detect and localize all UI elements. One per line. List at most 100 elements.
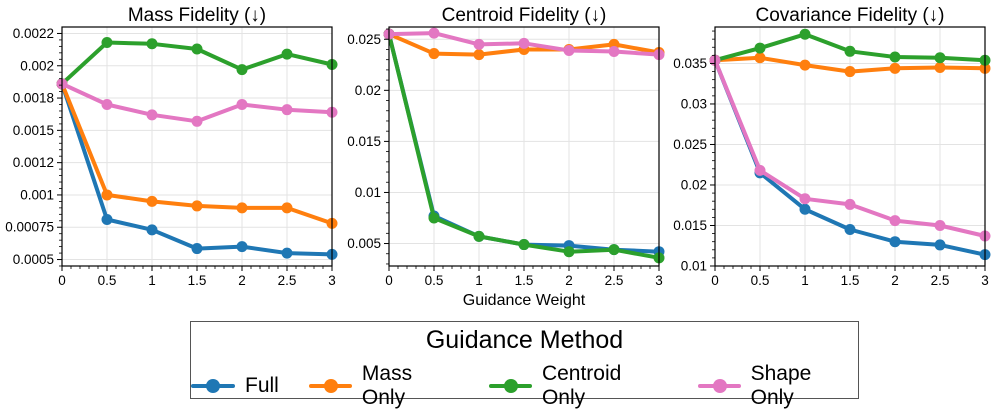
centroid-fidelity-x-tick-label: 1.5 <box>515 273 534 288</box>
mass-fidelity-point-shape-only <box>101 99 113 111</box>
covariance-fidelity-x-tick-label: 0 <box>711 273 719 288</box>
mass-fidelity-y-tick-label: 0.0012 <box>13 155 54 170</box>
covariance-fidelity-point-mass-only <box>889 62 901 74</box>
mass-fidelity-y-tick-label: 0.002 <box>20 58 54 73</box>
mass-fidelity-point-full <box>146 224 158 236</box>
mass-fidelity-x-tick-label: 2 <box>238 273 246 288</box>
centroid-fidelity-x-axis-label: Guidance Weight <box>463 292 586 309</box>
mass-fidelity-y-tick-label: 0.0018 <box>13 91 54 106</box>
covariance-fidelity-point-shape-only <box>934 219 946 231</box>
covariance-fidelity-y-tick-label: 0.025 <box>673 137 707 152</box>
mass-fidelity-x-tick-label: 2.5 <box>278 273 297 288</box>
mass-fidelity-point-centroid-only <box>146 38 158 50</box>
covariance-fidelity-y-tick-label: 0.015 <box>673 218 707 233</box>
legend-swatch-mass-only <box>308 377 352 395</box>
mass-fidelity-x-tick-label: 0 <box>58 273 66 288</box>
mass-fidelity-point-centroid-only <box>281 48 293 60</box>
mass-fidelity-x-tick-label: 0.5 <box>98 273 117 288</box>
covariance-fidelity-x-tick-label: 1 <box>801 273 809 288</box>
centroid-fidelity-point-centroid-only <box>563 246 575 258</box>
centroid-fidelity-x-tick-label: 1 <box>475 273 483 288</box>
centroid-fidelity-point-centroid-only <box>608 244 620 256</box>
covariance-fidelity-point-centroid-only <box>844 45 856 57</box>
legend-label-mass-only: Mass Only <box>361 362 413 409</box>
covariance-fidelity-point-full <box>889 236 901 248</box>
mass-fidelity-point-centroid-only <box>191 43 203 55</box>
legend: Guidance Method Full Mass Only Centroid … <box>190 321 859 409</box>
mass-fidelity-x-tick-label: 1.5 <box>188 273 207 288</box>
legend-title: Guidance Method <box>425 326 624 354</box>
centroid-fidelity-x-tick-label: 2 <box>565 273 573 288</box>
covariance-fidelity-point-shape-only <box>844 198 856 210</box>
covariance-fidelity-point-shape-only <box>754 164 766 176</box>
mass-fidelity-y-tick-label: 0.0022 <box>13 26 54 41</box>
covariance-fidelity-point-full <box>799 203 811 215</box>
covariance-fidelity-point-centroid-only <box>889 51 901 63</box>
centroid-fidelity-x-tick-label: 3 <box>655 273 663 288</box>
mass-fidelity-y-tick-label: 0.0005 <box>13 252 54 267</box>
covariance-fidelity-x-tick-label: 3 <box>981 273 989 288</box>
mass-fidelity-point-shape-only <box>281 104 293 116</box>
legend-label-shape-only: Shape Only <box>750 362 812 409</box>
centroid-fidelity-y-tick-label: 0.005 <box>347 236 381 251</box>
covariance-fidelity-point-full <box>934 239 946 251</box>
covariance-fidelity-chart: 0 0.5 1 1.5 2 2.5 3 0.01 0.015 0.02 0.025 0.03 0.035… <box>673 5 991 288</box>
centroid-fidelity-chart: 0 0.5 1 1.5 2 2.5 3 0.005 0.01 0.015 0.02 0.025 Cent… <box>347 5 665 309</box>
legend-entry-shape-only: Shape Only <box>697 362 858 410</box>
covariance-fidelity-point-mass-only <box>799 59 811 71</box>
covariance-fidelity-x-tick-label: 1.5 <box>841 273 860 288</box>
centroid-fidelity-point-centroid-only <box>473 230 485 242</box>
mass-fidelity-x-tick-label: 1 <box>148 273 156 288</box>
mass-fidelity-point-shape-only <box>191 115 203 127</box>
centroid-fidelity-y-tick-label: 0.015 <box>347 134 381 149</box>
covariance-fidelity-y-tick-label: 0.02 <box>681 177 707 192</box>
centroid-fidelity-point-mass-only <box>473 49 485 61</box>
legend-swatch-shape-only <box>697 377 741 395</box>
covariance-fidelity-title: Covariance Fidelity (↓) <box>756 5 945 26</box>
covariance-fidelity-y-tick-label: 0.01 <box>681 259 707 274</box>
mass-fidelity-point-full <box>281 247 293 259</box>
legend-swatch-centroid-only <box>488 377 532 395</box>
centroid-fidelity-point-shape-only <box>428 27 440 39</box>
mass-fidelity-x-tick-label: 3 <box>328 273 336 288</box>
mass-fidelity-series-centroid-only <box>56 37 338 90</box>
covariance-fidelity-point-full <box>844 224 856 236</box>
covariance-fidelity-point-centroid-only <box>799 28 811 40</box>
mass-fidelity-point-full <box>191 243 203 255</box>
mass-fidelity-title: Mass Fidelity (↓) <box>128 5 266 26</box>
legend-entry-full: Full <box>191 362 279 410</box>
legend-swatch-full <box>191 377 235 395</box>
legend-label-full: Full <box>245 374 279 397</box>
covariance-fidelity-point-centroid-only <box>754 42 766 54</box>
covariance-fidelity-point-mass-only <box>754 52 766 64</box>
covariance-fidelity-series-shape-only <box>709 54 991 242</box>
covariance-fidelity-y-tick-label: 0.035 <box>673 56 707 71</box>
centroid-fidelity-point-centroid-only <box>428 212 440 224</box>
covariance-fidelity-point-mass-only <box>844 66 856 78</box>
centroid-fidelity-y-tick-label: 0.02 <box>355 83 381 98</box>
mass-fidelity-point-shape-only <box>236 99 248 111</box>
mass-fidelity-point-centroid-only <box>236 64 248 76</box>
mass-fidelity-chart: 0 0.5 1 1.5 2 2.5 3 0.0005 0.00075 0.001 0.0012 0.0… <box>5 5 338 288</box>
mass-fidelity-point-mass-only <box>281 202 293 214</box>
centroid-fidelity-title: Centroid Fidelity (↓) <box>442 5 607 26</box>
mass-fidelity-point-mass-only <box>101 189 113 201</box>
covariance-fidelity-point-centroid-only <box>934 52 946 64</box>
legend-entry-mass-only: Mass Only <box>308 362 459 410</box>
mass-fidelity-point-centroid-only <box>101 37 113 49</box>
mass-fidelity-point-mass-only <box>146 195 158 207</box>
covariance-fidelity-x-tick-label: 2 <box>891 273 899 288</box>
mass-fidelity-point-mass-only <box>236 202 248 214</box>
covariance-fidelity-y-tick-label: 0.03 <box>681 96 707 111</box>
centroid-fidelity-x-tick-label: 0.5 <box>425 273 444 288</box>
centroid-fidelity-point-shape-only <box>473 38 485 50</box>
mass-fidelity-y-tick-label: 0.00075 <box>5 220 54 235</box>
centroid-fidelity-point-shape-only <box>563 44 575 56</box>
covariance-fidelity-x-tick-label: 2.5 <box>931 273 950 288</box>
covariance-fidelity-series-mass-only <box>709 52 991 78</box>
centroid-fidelity-y-tick-label: 0.01 <box>355 185 381 200</box>
covariance-fidelity-x-tick-label: 0.5 <box>751 273 770 288</box>
covariance-fidelity-point-mass-only <box>934 62 946 74</box>
centroid-fidelity-point-mass-only <box>428 48 440 60</box>
